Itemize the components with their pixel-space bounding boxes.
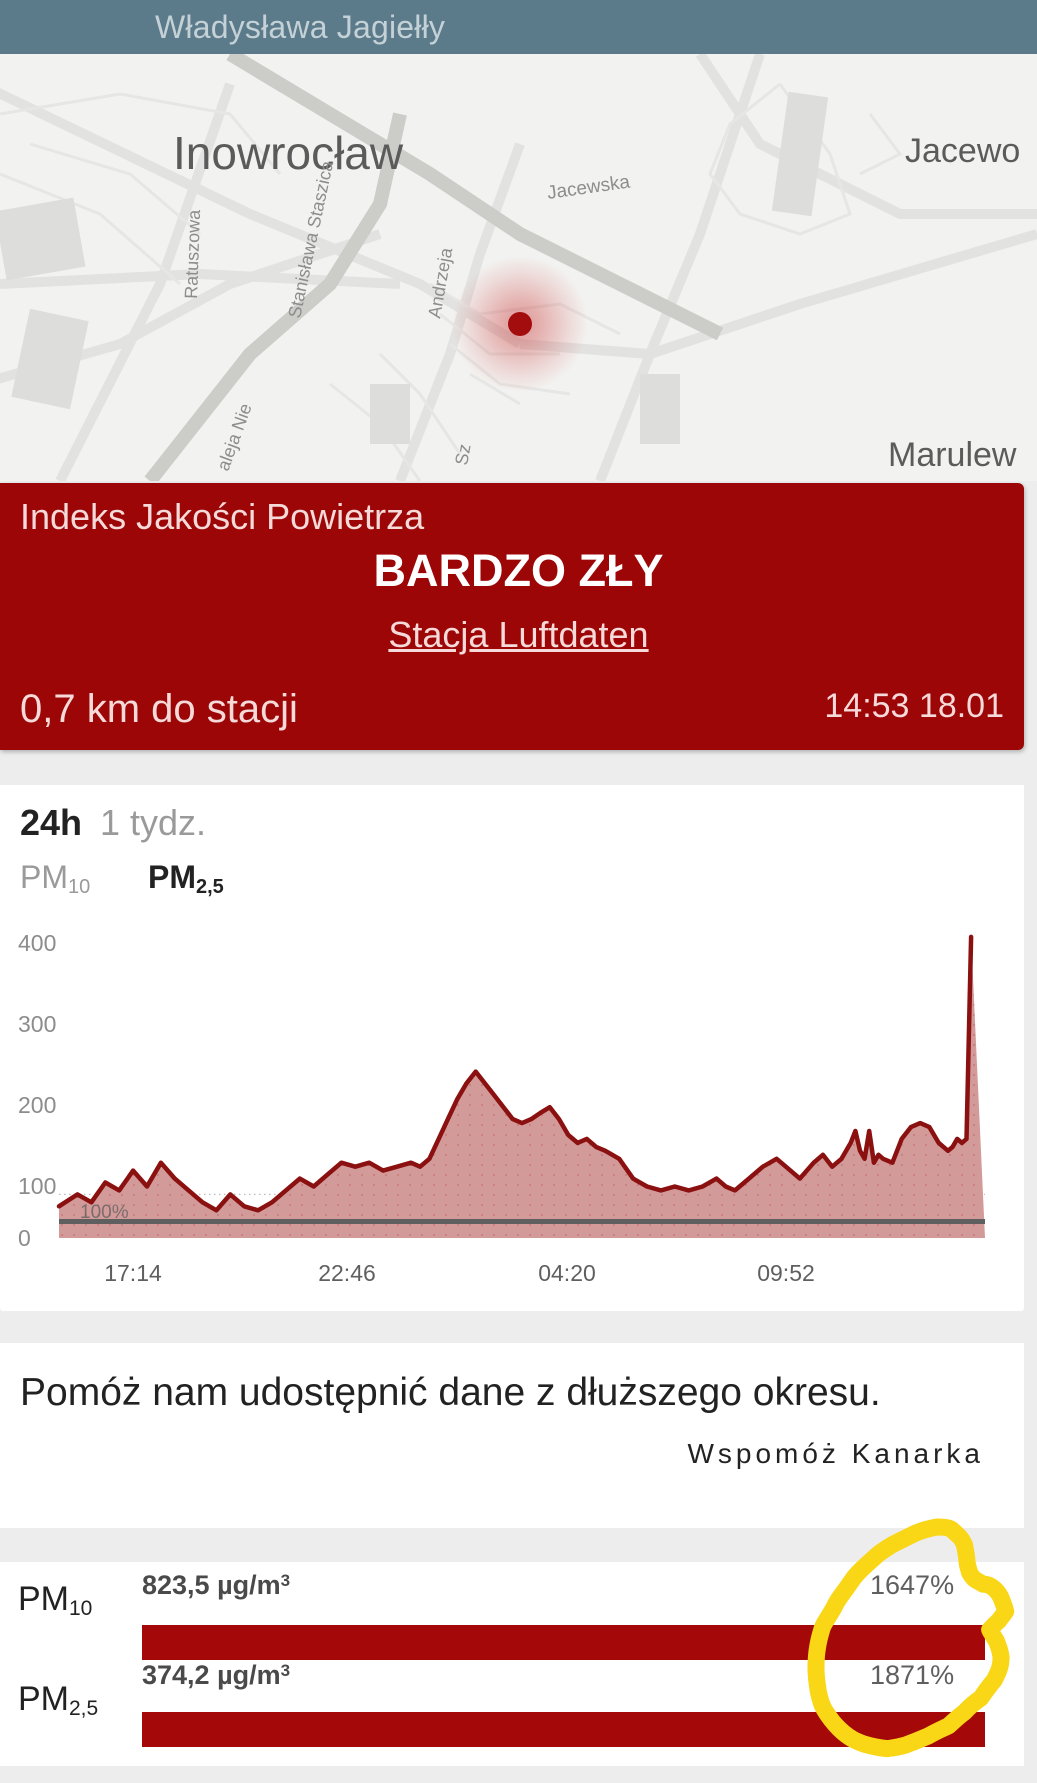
svg-text:0: 0 (18, 1225, 31, 1251)
svg-text:300: 300 (18, 1011, 56, 1037)
svg-text:22:46: 22:46 (318, 1260, 376, 1286)
svg-text:Sz: Sz (451, 443, 474, 467)
svg-text:100: 100 (18, 1173, 56, 1199)
svg-text:400: 400 (18, 930, 56, 956)
svg-text:Jacewo: Jacewo (905, 132, 1020, 170)
svg-text:aleja Nie: aleja Nie (213, 401, 256, 474)
svg-text:17:14: 17:14 (104, 1260, 162, 1286)
svg-text:200: 200 (18, 1092, 56, 1118)
svg-text:04:20: 04:20 (538, 1260, 596, 1286)
svg-text:Jacewska: Jacewska (546, 171, 632, 203)
svg-text:09:52: 09:52 (757, 1260, 815, 1286)
svg-text:Inowrocław: Inowrocław (173, 127, 404, 179)
svg-text:Ratuszowa: Ratuszowa (181, 208, 204, 299)
svg-text:100%: 100% (80, 1202, 129, 1223)
svg-text:Marulew: Marulew (888, 436, 1017, 474)
